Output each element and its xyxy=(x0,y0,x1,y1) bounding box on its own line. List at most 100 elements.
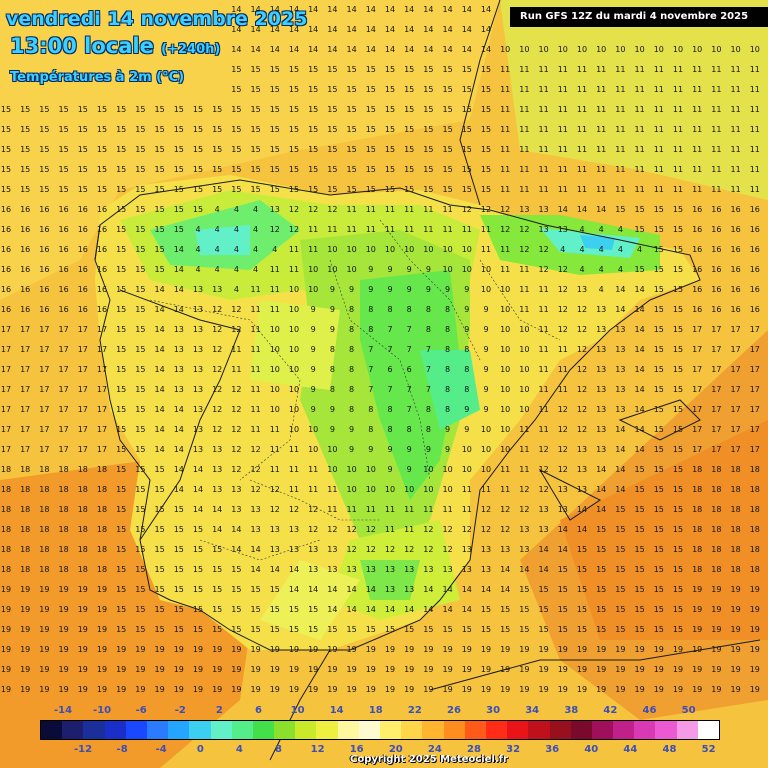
grid-temperature-value: 17 xyxy=(59,345,69,354)
grid-temperature-value: 13 xyxy=(347,565,357,574)
grid-temperature-value: 11 xyxy=(635,185,645,194)
grid-temperature-value: 9 xyxy=(445,425,450,434)
grid-temperature-value: 17 xyxy=(39,425,49,434)
grid-temperature-value: 14 xyxy=(635,405,645,414)
grid-temperature-value: 15 xyxy=(155,165,165,174)
grid-temperature-value: 15 xyxy=(251,85,261,94)
grid-temperature-value: 4 xyxy=(234,265,239,274)
grid-temperature-value: 15 xyxy=(347,165,357,174)
grid-temperature-value: 17 xyxy=(59,325,69,334)
grid-temperature-value: 11 xyxy=(750,165,760,174)
grid-temperature-value: 15 xyxy=(404,105,414,114)
grid-temperature-value: 11 xyxy=(539,405,549,414)
grid-temperature-value: 16 xyxy=(78,305,88,314)
grid-temperature-value: 15 xyxy=(462,105,472,114)
grid-temperature-value: 16 xyxy=(692,265,702,274)
grid-temperature-value: 15 xyxy=(251,145,261,154)
grid-temperature-value: 9 xyxy=(387,285,392,294)
grid-temperature-value: 19 xyxy=(193,645,203,654)
grid-temperature-value: 12 xyxy=(558,325,568,334)
grid-temperature-value: 11 xyxy=(462,505,472,514)
grid-temperature-value: 17 xyxy=(39,345,49,354)
grid-temperature-value: 11 xyxy=(308,245,318,254)
grid-temperature-value: 12 xyxy=(519,505,529,514)
grid-temperature-value: 11 xyxy=(481,225,491,234)
grid-temperature-value: 14 xyxy=(155,385,165,394)
grid-temperature-value: 13 xyxy=(193,385,203,394)
grid-temperature-value: 19 xyxy=(59,645,69,654)
grid-temperature-value: 19 xyxy=(1,685,11,694)
grid-temperature-value: 17 xyxy=(97,445,107,454)
grid-temperature-value: 15 xyxy=(443,125,453,134)
grid-temperature-value: 15 xyxy=(39,105,49,114)
grid-temperature-value: 16 xyxy=(692,245,702,254)
grid-temperature-value: 10 xyxy=(519,325,529,334)
grid-temperature-value: 9 xyxy=(330,405,335,414)
legend-label-bottom: 32 xyxy=(506,744,521,755)
grid-temperature-value: 19 xyxy=(366,645,376,654)
grid-temperature-value: 16 xyxy=(97,205,107,214)
grid-temperature-value: 19 xyxy=(558,665,568,674)
grid-temperature-value: 12 xyxy=(558,465,568,474)
grid-temperature-value: 10 xyxy=(347,485,357,494)
legend-swatch xyxy=(507,721,529,739)
grid-temperature-value: 15 xyxy=(673,325,683,334)
grid-temperature-value: 15 xyxy=(673,305,683,314)
grid-temperature-value: 8 xyxy=(445,405,450,414)
grid-temperature-value: 11 xyxy=(423,505,433,514)
grid-temperature-value: 13 xyxy=(193,345,203,354)
grid-temperature-value: 17 xyxy=(692,325,702,334)
grid-temperature-value: 15 xyxy=(481,185,491,194)
grid-temperature-value: 11 xyxy=(519,265,529,274)
grid-temperature-value: 17 xyxy=(39,405,49,414)
grid-temperature-value: 15 xyxy=(39,185,49,194)
grid-temperature-value: 18 xyxy=(59,485,69,494)
grid-temperature-value: 15 xyxy=(596,625,606,634)
grid-temperature-value: 15 xyxy=(308,185,318,194)
grid-temperature-value: 11 xyxy=(519,85,529,94)
grid-temperature-value: 17 xyxy=(692,445,702,454)
grid-temperature-value: 15 xyxy=(654,545,664,554)
grid-temperature-value: 13 xyxy=(558,485,568,494)
grid-temperature-value: 14 xyxy=(404,5,414,14)
grid-temperature-value: 11 xyxy=(654,145,664,154)
grid-temperature-value: 19 xyxy=(692,625,702,634)
legend-label-top: 26 xyxy=(447,705,461,716)
grid-temperature-value: 18 xyxy=(39,505,49,514)
grid-temperature-value: 18 xyxy=(692,485,702,494)
grid-temperature-value: 15 xyxy=(615,545,625,554)
grid-temperature-value: 11 xyxy=(347,225,357,234)
grid-temperature-value: 10 xyxy=(366,465,376,474)
grid-temperature-value: 15 xyxy=(174,625,184,634)
grid-temperature-value: 15 xyxy=(251,585,261,594)
grid-temperature-value: 12 xyxy=(481,205,491,214)
grid-temperature-value: 9 xyxy=(387,445,392,454)
grid-temperature-value: 12 xyxy=(577,325,587,334)
grid-temperature-value: 13 xyxy=(577,465,587,474)
grid-temperature-value: 15 xyxy=(135,425,145,434)
grid-temperature-value: 10 xyxy=(462,465,472,474)
grid-temperature-value: 10 xyxy=(443,265,453,274)
grid-temperature-value: 4 xyxy=(215,265,220,274)
grid-temperature-value: 19 xyxy=(692,665,702,674)
grid-temperature-value: 15 xyxy=(116,525,126,534)
grid-temperature-value: 17 xyxy=(97,385,107,394)
grid-temperature-value: 19 xyxy=(212,685,222,694)
grid-temperature-value: 10 xyxy=(347,465,357,474)
grid-temperature-value: 14 xyxy=(174,285,184,294)
grid-temperature-value: 8 xyxy=(349,365,354,374)
grid-temperature-value: 19 xyxy=(308,665,318,674)
grid-temperature-value: 15 xyxy=(231,165,241,174)
grid-temperature-value: 14 xyxy=(481,5,491,14)
legend-label-bottom: 44 xyxy=(623,744,638,755)
grid-temperature-value: 10 xyxy=(443,485,453,494)
grid-temperature-value: 10 xyxy=(327,465,337,474)
grid-temperature-value: 19 xyxy=(750,685,760,694)
grid-temperature-value: 16 xyxy=(59,245,69,254)
grid-temperature-value: 15 xyxy=(155,265,165,274)
grid-temperature-value: 11 xyxy=(289,465,299,474)
grid-temperature-value: 15 xyxy=(251,165,261,174)
grid-temperature-value: 8 xyxy=(387,405,392,414)
grid-temperature-value: 11 xyxy=(711,185,721,194)
grid-temperature-value: 12 xyxy=(558,265,568,274)
